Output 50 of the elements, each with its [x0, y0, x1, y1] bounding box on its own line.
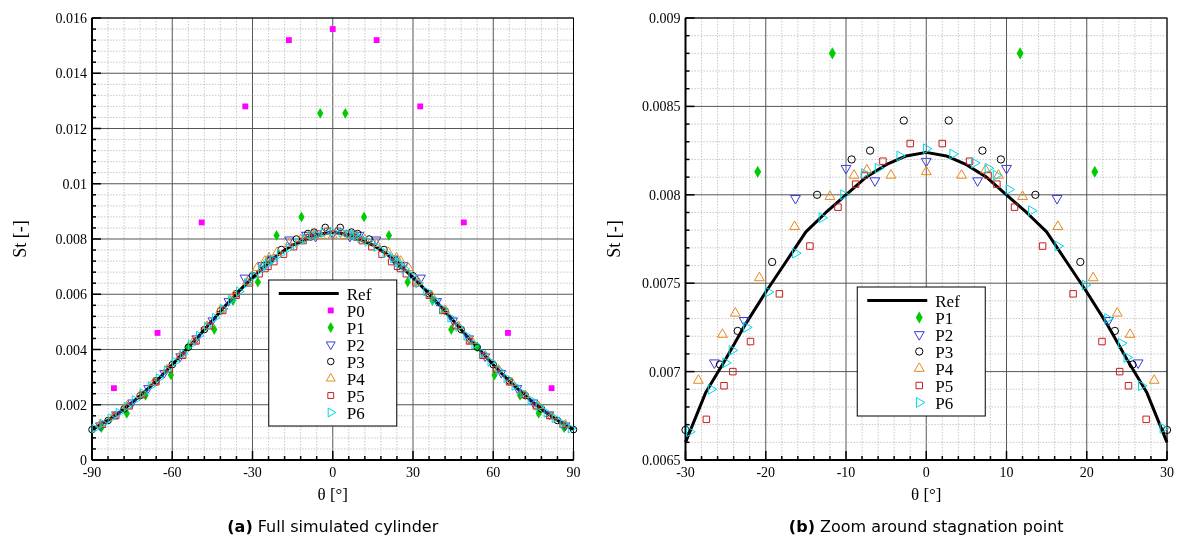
x-tick-label: 0 [329, 465, 337, 480]
y-tick-label: 0.006 [55, 287, 87, 303]
y-tick-label: 0.0065 [642, 453, 681, 468]
x-tick-label: 30 [1160, 465, 1174, 480]
x-tick-label: 10 [999, 465, 1014, 480]
legend-label: P1 [935, 308, 954, 328]
y-tick-label: 0.004 [55, 342, 87, 358]
y-tick-label: 0.0085 [642, 99, 681, 115]
x-tick-label: -30 [243, 465, 262, 480]
x-tick-label: 30 [406, 465, 420, 480]
legend-label: P3 [935, 342, 954, 362]
x-tick-label: 60 [486, 465, 501, 480]
text: (a) Full simulated cylinder [227, 517, 439, 536]
legend-label: P4 [935, 359, 954, 379]
y-tick-label: 0.008 [55, 232, 87, 247]
legend-label: P6 [935, 393, 954, 413]
x-tick-label: -20 [756, 465, 776, 480]
legend-label: P4 [346, 369, 366, 389]
text: (b) Zoom around stagnation point [788, 517, 1064, 536]
y-axis-title: St [-] [10, 220, 30, 258]
legend-label: P5 [346, 386, 365, 406]
x-tick-label: 90 [566, 465, 581, 480]
x-tick-label: -60 [162, 465, 182, 480]
x-axis-title: θ [°] [317, 485, 349, 504]
y-tick-label: 0.007 [649, 364, 681, 380]
x-tick-label: 0 [922, 465, 930, 480]
y-tick-label: 0.016 [55, 11, 87, 26]
x-axis-title: θ [°] [910, 485, 942, 504]
x-tick-label: -10 [836, 465, 856, 480]
y-tick-label: 0.009 [649, 11, 681, 26]
legend-label: P3 [346, 352, 365, 372]
y-tick-label: 0 [80, 453, 87, 468]
legend-label: P5 [935, 376, 954, 396]
y-axis-title: St [-] [603, 220, 624, 258]
legend-label: Ref [346, 284, 372, 304]
legend-label: P2 [346, 335, 365, 355]
legend-label: P2 [935, 325, 954, 345]
y-tick-label: 0.014 [55, 66, 87, 82]
y-tick-label: 0.008 [649, 187, 681, 203]
x-tick-label: 20 [1079, 465, 1094, 480]
x-tick-label: -30 [676, 465, 695, 480]
legend-label: P6 [346, 403, 365, 423]
legend-label: Ref [935, 291, 961, 311]
y-tick-label: 0.0075 [642, 276, 681, 292]
legend-label: P1 [346, 318, 365, 338]
y-tick-label: 0.002 [55, 397, 87, 413]
y-tick-label: 0.01 [62, 176, 87, 192]
x-tick-label: -90 [82, 465, 102, 480]
y-tick-label: 0.012 [55, 121, 87, 137]
legend-label: P0 [346, 301, 365, 321]
